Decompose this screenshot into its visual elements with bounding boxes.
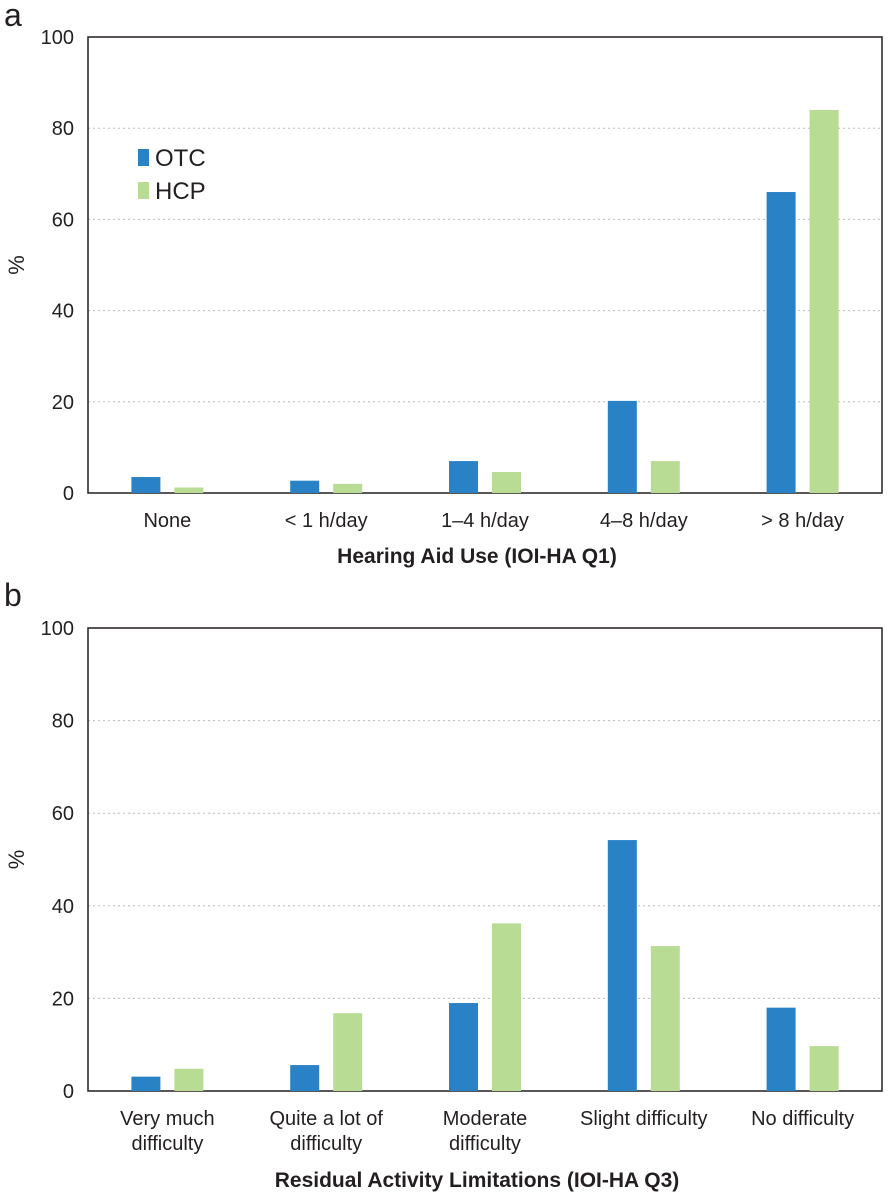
legend-label: OTC bbox=[155, 145, 206, 172]
y-tick-label: 40 bbox=[52, 896, 74, 918]
y-tick-label: 0 bbox=[63, 1081, 74, 1103]
x-category-label: < 1 h/day bbox=[285, 510, 368, 532]
chart-panel-b: b 0 20 40 60 80 100% Very much difficulty Quite a… bbox=[4, 577, 883, 1192]
x-category-label: Quite a lot of difficulty bbox=[269, 1108, 383, 1155]
x-axis-title: Hearing Aid Use (IOI-HA Q1) bbox=[337, 545, 617, 568]
panel-letter: b bbox=[4, 577, 22, 613]
bar-hcp bbox=[174, 1068, 204, 1091]
y-tick-label: 60 bbox=[52, 803, 74, 825]
bar-otc bbox=[290, 480, 320, 493]
bar-otc bbox=[449, 1003, 478, 1091]
bar-hcp bbox=[333, 1013, 363, 1091]
legend-swatch-hcp bbox=[138, 182, 149, 199]
bar-otc bbox=[607, 840, 637, 1091]
bar-otc bbox=[607, 400, 637, 493]
bar-otc bbox=[766, 192, 796, 494]
bar-otc bbox=[131, 477, 161, 493]
bar-hcp bbox=[650, 461, 680, 493]
x-category-label: > 8 h/day bbox=[761, 510, 844, 532]
bar-hcp bbox=[174, 487, 204, 493]
y-tick-label: 0 bbox=[63, 483, 74, 505]
bar-otc bbox=[449, 461, 478, 493]
panel-letter: a bbox=[4, 0, 22, 33]
x-category-label: Very much difficulty bbox=[120, 1108, 214, 1155]
bar-hcp bbox=[809, 109, 839, 494]
bar-otc bbox=[290, 1065, 320, 1091]
y-tick-label: 80 bbox=[52, 711, 74, 733]
bar-hcp bbox=[333, 483, 363, 493]
y-tick-label: 20 bbox=[52, 988, 74, 1010]
bar-otc bbox=[131, 1076, 161, 1091]
y-tick-label: 40 bbox=[52, 301, 74, 323]
legend-label: HCP bbox=[155, 178, 206, 205]
y-axis-label: % bbox=[4, 850, 29, 870]
legend-swatch-otc bbox=[138, 149, 149, 166]
y-tick-label: 100 bbox=[41, 618, 74, 640]
y-tick-label: 60 bbox=[52, 209, 74, 231]
plot-frame bbox=[87, 627, 883, 1092]
x-category-label: Slight difficulty bbox=[580, 1108, 707, 1130]
y-tick-label: 80 bbox=[52, 118, 74, 140]
x-category-label: Moderate difficulty bbox=[443, 1108, 528, 1155]
x-category-label: None bbox=[143, 510, 191, 532]
x-category-label: 1–4 h/day bbox=[441, 510, 529, 532]
y-tick-label: 20 bbox=[52, 392, 74, 414]
bar-otc bbox=[766, 1007, 796, 1091]
y-axis-label: % bbox=[4, 255, 29, 275]
bar-hcp bbox=[650, 946, 680, 1091]
bar-hcp bbox=[492, 923, 521, 1091]
x-category-label: 4–8 h/day bbox=[600, 510, 688, 532]
plot-frame bbox=[87, 36, 883, 494]
bar-hcp bbox=[492, 472, 521, 493]
chart-panel-a: a 0 20 40 60 80 100% None < 1 h/day 1–4 h/day 4–8 … bbox=[4, 0, 883, 568]
y-tick-label: 100 bbox=[41, 27, 74, 49]
x-category-label: No difficulty bbox=[751, 1108, 854, 1130]
x-axis-title: Residual Activity Limitations (IOI-HA Q3… bbox=[275, 1169, 680, 1192]
bar-hcp bbox=[809, 1046, 839, 1091]
